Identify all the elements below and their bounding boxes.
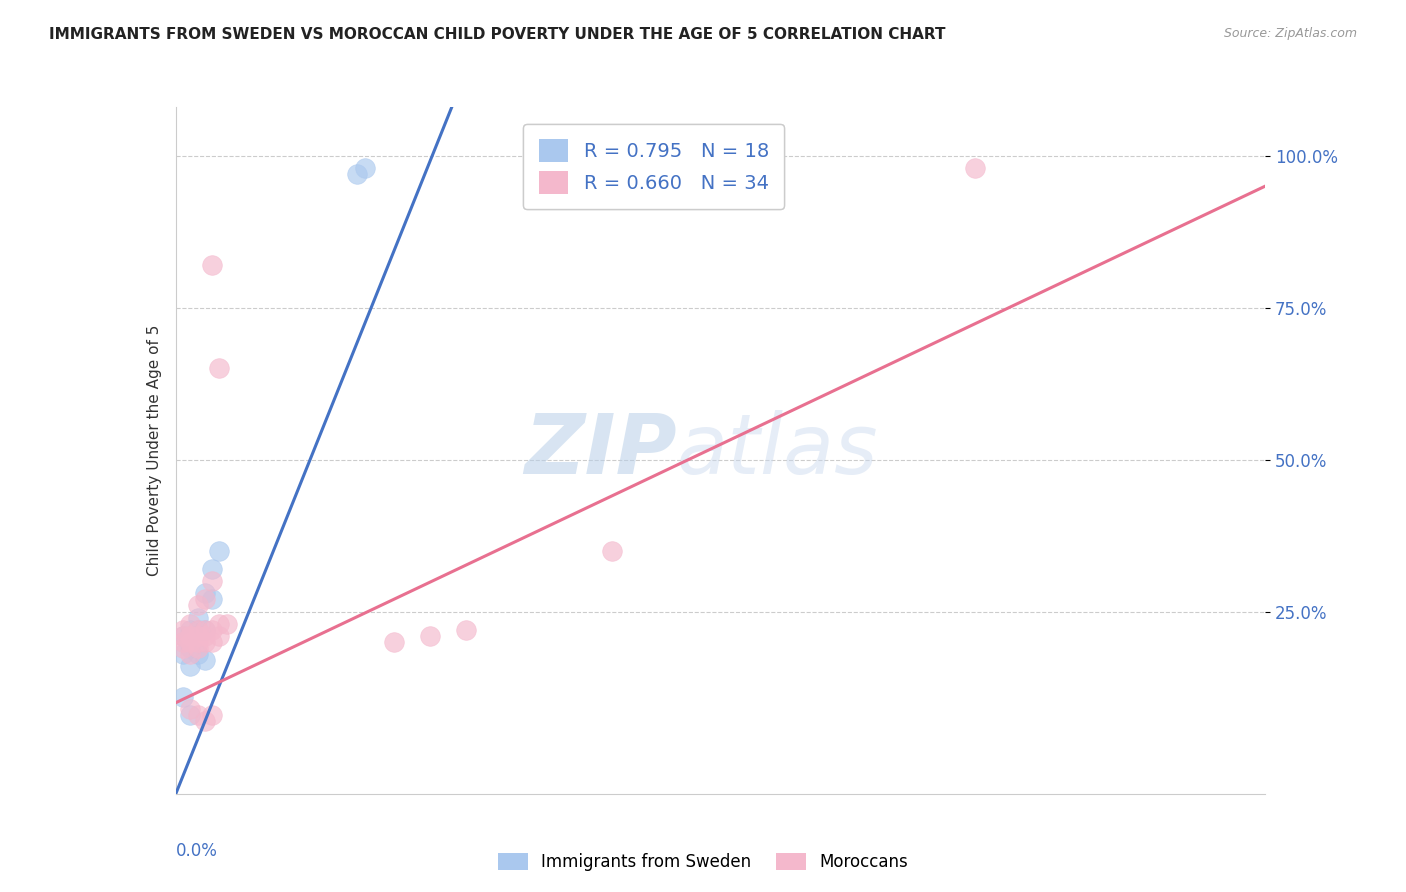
- Point: [179, 635, 201, 649]
- Point: [172, 690, 194, 704]
- Legend: R = 0.795   N = 18, R = 0.660   N = 34: R = 0.795 N = 18, R = 0.660 N = 34: [523, 124, 785, 210]
- Point: [201, 635, 224, 649]
- Point: [172, 623, 194, 637]
- Point: [194, 623, 217, 637]
- Point: [194, 714, 217, 728]
- Point: [172, 647, 194, 661]
- Point: [353, 161, 375, 175]
- Point: [179, 702, 201, 716]
- Point: [186, 623, 209, 637]
- Point: [179, 629, 201, 643]
- Point: [186, 635, 209, 649]
- Point: [179, 640, 201, 655]
- Point: [963, 161, 986, 175]
- Point: [194, 635, 217, 649]
- Point: [201, 592, 224, 607]
- Point: [194, 586, 217, 600]
- Point: [201, 562, 224, 576]
- Point: [194, 653, 217, 667]
- Point: [208, 361, 231, 376]
- Text: IMMIGRANTS FROM SWEDEN VS MOROCCAN CHILD POVERTY UNDER THE AGE OF 5 CORRELATION : IMMIGRANTS FROM SWEDEN VS MOROCCAN CHILD…: [49, 27, 946, 42]
- Point: [215, 616, 238, 631]
- Point: [179, 616, 201, 631]
- Point: [179, 659, 201, 673]
- Point: [419, 629, 441, 643]
- Point: [179, 647, 201, 661]
- Point: [172, 635, 194, 649]
- Point: [201, 707, 224, 722]
- Text: atlas: atlas: [678, 410, 879, 491]
- Legend: Immigrants from Sweden, Moroccans: Immigrants from Sweden, Moroccans: [489, 845, 917, 880]
- Point: [186, 640, 209, 655]
- Point: [208, 543, 231, 558]
- Point: [201, 574, 224, 589]
- Point: [382, 635, 405, 649]
- Point: [194, 629, 217, 643]
- Point: [172, 629, 194, 643]
- Point: [186, 647, 209, 661]
- Point: [208, 629, 231, 643]
- Point: [186, 610, 209, 624]
- Point: [172, 629, 194, 643]
- Point: [186, 707, 209, 722]
- Point: [600, 543, 623, 558]
- Point: [201, 258, 224, 272]
- Point: [456, 623, 478, 637]
- Point: [186, 599, 209, 613]
- Point: [179, 707, 201, 722]
- Point: [172, 640, 194, 655]
- Point: [194, 623, 217, 637]
- Point: [208, 616, 231, 631]
- Point: [346, 167, 368, 181]
- Text: 0.0%: 0.0%: [176, 842, 218, 860]
- Point: [179, 623, 201, 637]
- Point: [186, 629, 209, 643]
- Point: [194, 592, 217, 607]
- Text: ZIP: ZIP: [524, 410, 678, 491]
- Point: [186, 623, 209, 637]
- Point: [201, 623, 224, 637]
- Y-axis label: Child Poverty Under the Age of 5: Child Poverty Under the Age of 5: [146, 325, 162, 576]
- Text: Source: ZipAtlas.com: Source: ZipAtlas.com: [1223, 27, 1357, 40]
